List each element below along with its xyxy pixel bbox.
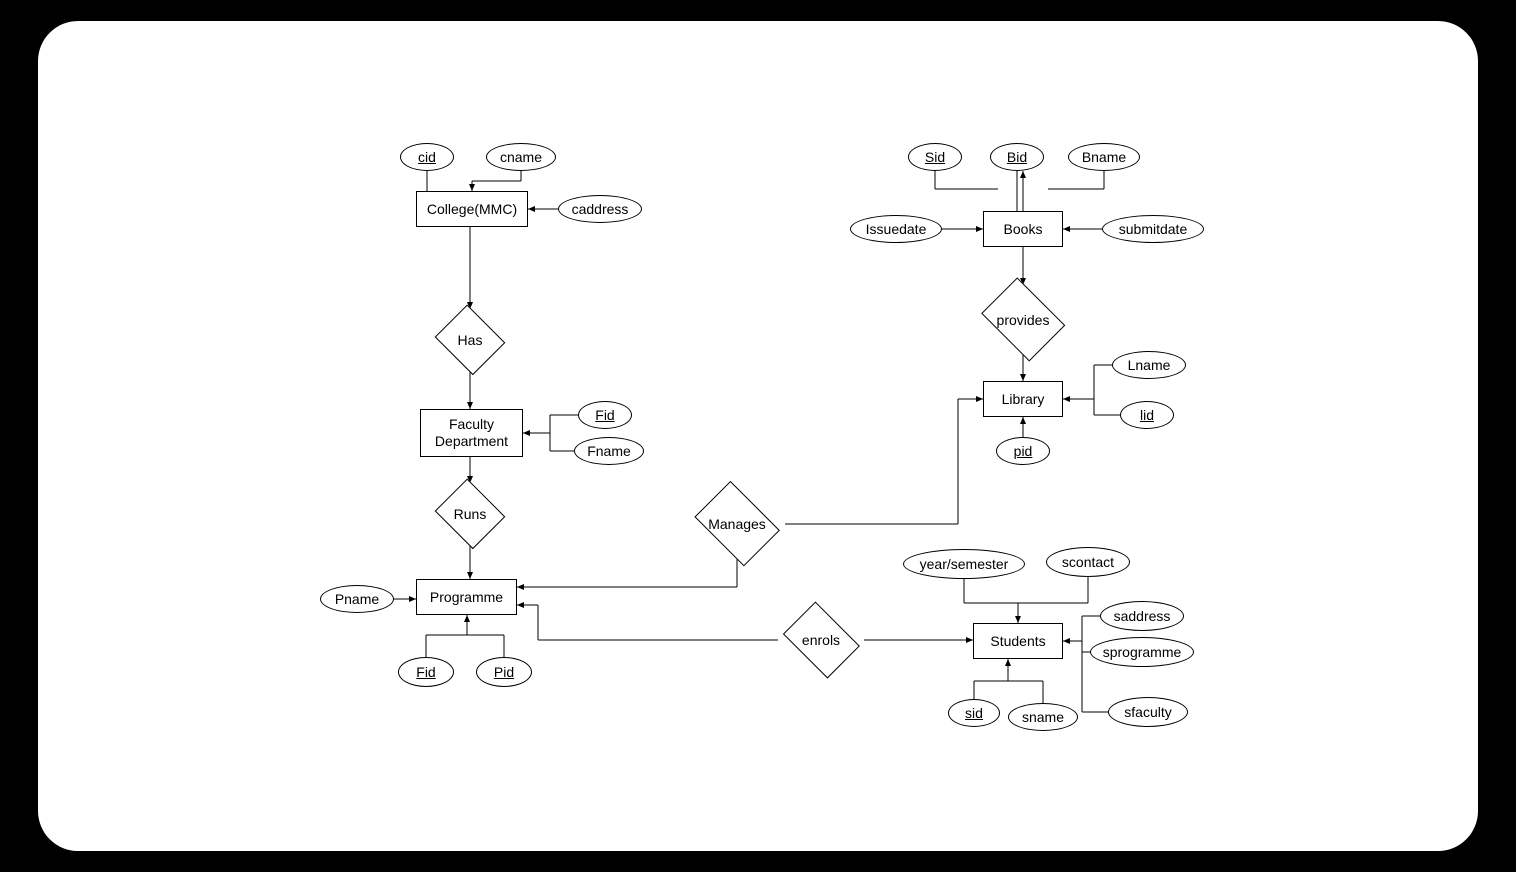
- entity-label: Students: [990, 633, 1045, 650]
- entity-library: Library: [983, 381, 1063, 417]
- relationship-enrols: enrols: [778, 609, 864, 671]
- entity-label: Library: [1002, 391, 1045, 408]
- relationship-label: enrols: [802, 632, 840, 648]
- attribute-label: year/semester: [920, 556, 1009, 572]
- attribute-lname: Lname: [1112, 351, 1186, 379]
- er-diagram-canvas: { "diagram": { "type": "er-diagram", "ba…: [38, 21, 1478, 851]
- attribute-label: cid: [418, 149, 436, 165]
- relationship-label: Runs: [454, 506, 487, 522]
- entity-label: Faculty Department: [425, 416, 518, 450]
- attribute-issuedate: Issuedate: [850, 215, 942, 243]
- attribute-label: sprogramme: [1103, 644, 1182, 660]
- attribute-label: Bname: [1082, 149, 1126, 165]
- entity-label: Books: [1004, 221, 1043, 238]
- attribute-label: Sid: [925, 149, 945, 165]
- attribute-label: sid: [965, 705, 983, 721]
- attribute-bid: Bid: [990, 143, 1044, 171]
- entity-label: Programme: [430, 589, 503, 606]
- attribute-pname: Pname: [320, 585, 394, 613]
- relationship-label: provides: [997, 312, 1050, 328]
- entity-label: College(MMC): [427, 201, 517, 218]
- attribute-lid: lid: [1120, 401, 1174, 429]
- entity-students: Students: [973, 623, 1063, 659]
- attribute-label: submitdate: [1119, 221, 1187, 237]
- attribute-label: lid: [1140, 407, 1154, 423]
- relationship-label: Has: [458, 332, 483, 348]
- attribute-label: sname: [1022, 709, 1064, 725]
- attribute-label: cname: [500, 149, 542, 165]
- relationship-has: Has: [433, 309, 507, 371]
- attribute-label: saddress: [1114, 608, 1171, 624]
- attribute-fid1: Fid: [578, 401, 632, 429]
- attribute-cname: cname: [486, 143, 556, 171]
- attribute-bname: Bname: [1068, 143, 1140, 171]
- attribute-label: scontact: [1062, 554, 1114, 570]
- edges-layer: [38, 21, 1478, 851]
- attribute-pid_l: pid: [996, 437, 1050, 465]
- attribute-label: Issuedate: [866, 221, 927, 237]
- attribute-label: caddress: [572, 201, 629, 217]
- attribute-sid_s: sid: [948, 699, 1000, 727]
- attribute-label: pid: [1014, 443, 1033, 459]
- attribute-label: sfaculty: [1124, 704, 1171, 720]
- attribute-submitdate: submitdate: [1102, 215, 1204, 243]
- attribute-label: Fid: [595, 407, 614, 423]
- attribute-label: Pname: [335, 591, 379, 607]
- attribute-sname: sname: [1008, 703, 1078, 731]
- attribute-scontact: scontact: [1046, 547, 1130, 577]
- entity-books: Books: [983, 211, 1063, 247]
- attribute-label: Fname: [587, 443, 631, 459]
- attribute-caddress: caddress: [558, 195, 642, 223]
- attribute-sid_b: Sid: [908, 143, 962, 171]
- relationship-label: Manages: [708, 516, 766, 532]
- relationship-manages: Manages: [689, 489, 785, 559]
- attribute-yearsem: year/semester: [903, 549, 1025, 579]
- entity-programme: Programme: [416, 579, 517, 615]
- attribute-label: Pid: [494, 664, 514, 680]
- attribute-sfaculty: sfaculty: [1108, 697, 1188, 727]
- attribute-fid2: Fid: [398, 657, 454, 687]
- entity-faculty: Faculty Department: [420, 409, 523, 457]
- attribute-saddress: saddress: [1100, 601, 1184, 631]
- attribute-label: Fid: [416, 664, 435, 680]
- attribute-label: Lname: [1128, 357, 1171, 373]
- entity-college: College(MMC): [416, 191, 528, 227]
- attribute-label: Bid: [1007, 149, 1027, 165]
- relationship-provides: provides: [976, 285, 1070, 355]
- attribute-sprogramme: sprogramme: [1090, 637, 1194, 667]
- attribute-cid: cid: [400, 143, 454, 171]
- attribute-fname: Fname: [574, 437, 644, 465]
- attribute-pid2: Pid: [476, 657, 532, 687]
- relationship-runs: Runs: [433, 483, 507, 545]
